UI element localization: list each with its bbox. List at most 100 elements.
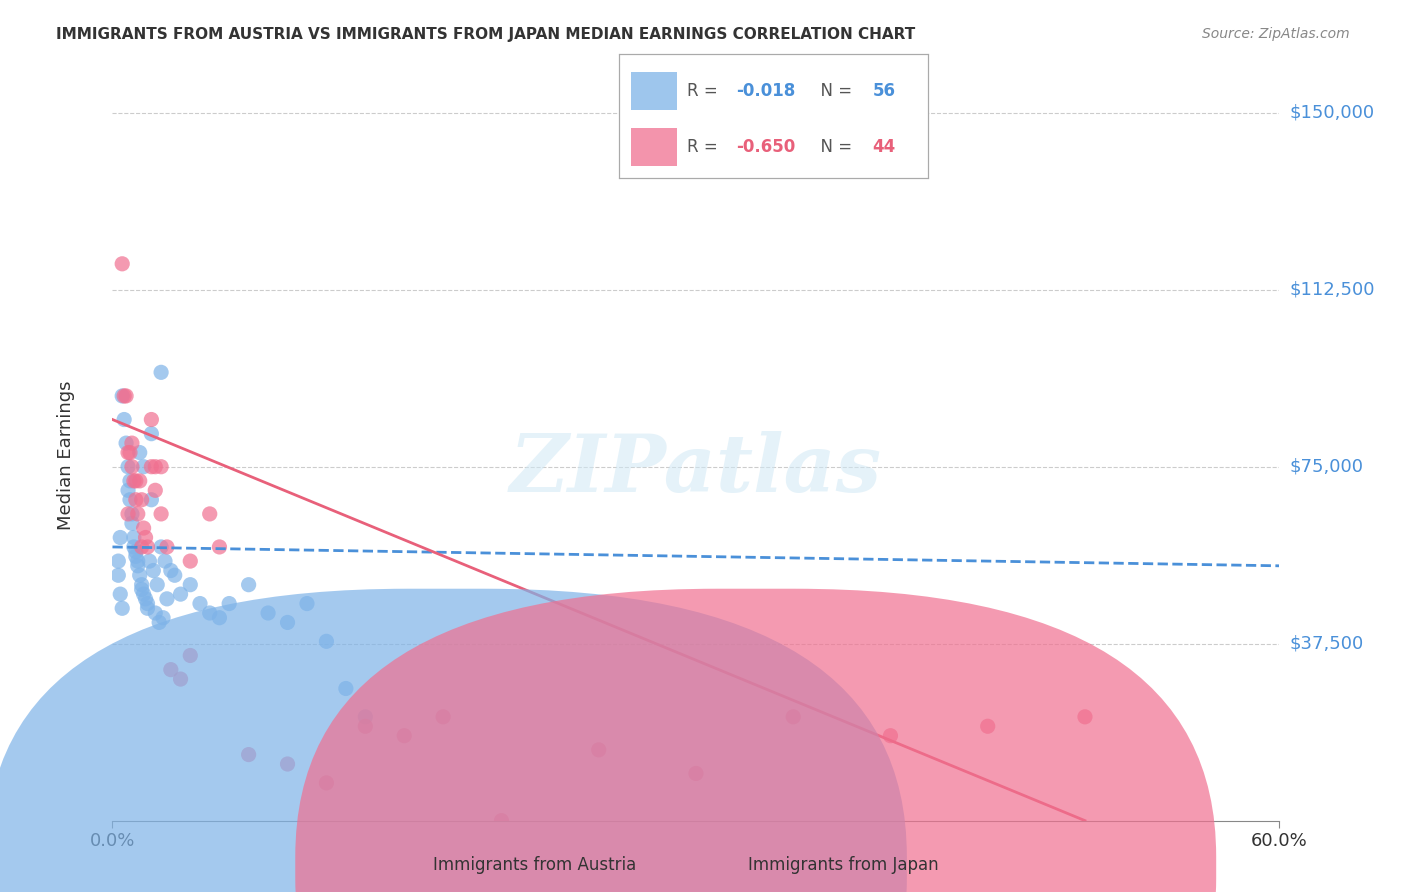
- Point: [218, 597, 240, 611]
- Point: [115, 436, 138, 450]
- Text: $75,000: $75,000: [1289, 458, 1364, 475]
- Point: [257, 606, 280, 620]
- Text: 56: 56: [872, 82, 896, 100]
- Point: [198, 507, 221, 521]
- Point: [132, 587, 155, 601]
- Point: [122, 474, 145, 488]
- Point: [188, 597, 211, 611]
- Point: [432, 710, 454, 724]
- Point: [122, 540, 145, 554]
- Point: [295, 597, 318, 611]
- Point: [169, 587, 191, 601]
- Point: [1074, 710, 1097, 724]
- Bar: [631, 72, 678, 110]
- Point: [121, 459, 143, 474]
- Point: [132, 459, 155, 474]
- Text: Median Earnings: Median Earnings: [56, 380, 75, 530]
- Point: [118, 474, 141, 488]
- Point: [132, 521, 155, 535]
- Point: [122, 531, 145, 545]
- Point: [276, 615, 298, 630]
- Point: [107, 568, 129, 582]
- Point: [150, 365, 173, 379]
- Point: [685, 766, 707, 780]
- Text: R =: R =: [686, 138, 723, 156]
- Point: [111, 601, 134, 615]
- Text: Source: ZipAtlas.com: Source: ZipAtlas.com: [1202, 27, 1350, 41]
- Point: [118, 445, 141, 459]
- Text: ZIPatlas: ZIPatlas: [510, 431, 882, 508]
- Point: [238, 747, 260, 762]
- Point: [163, 568, 186, 582]
- Point: [179, 577, 201, 591]
- Point: [131, 582, 153, 597]
- Point: [141, 426, 163, 441]
- Point: [141, 459, 163, 474]
- Text: $37,500: $37,500: [1289, 635, 1364, 653]
- Text: Immigrants from Austria: Immigrants from Austria: [433, 856, 636, 874]
- Point: [588, 743, 610, 757]
- Point: [135, 531, 157, 545]
- Point: [128, 568, 150, 582]
- Point: [160, 564, 183, 578]
- Text: 44: 44: [872, 138, 896, 156]
- Point: [392, 729, 416, 743]
- Point: [135, 591, 157, 606]
- Point: [143, 606, 166, 620]
- Point: [276, 757, 298, 772]
- Point: [143, 483, 166, 498]
- Point: [127, 507, 149, 521]
- Point: [208, 540, 231, 554]
- Point: [238, 577, 260, 591]
- Point: [117, 507, 139, 521]
- Text: $112,500: $112,500: [1289, 281, 1375, 299]
- Point: [121, 436, 143, 450]
- Point: [141, 492, 163, 507]
- Point: [156, 540, 179, 554]
- Point: [315, 634, 337, 648]
- Point: [136, 597, 159, 611]
- Point: [198, 606, 221, 620]
- Point: [179, 648, 201, 663]
- Point: [491, 814, 513, 828]
- Point: [115, 389, 138, 403]
- Point: [125, 544, 148, 558]
- Point: [179, 554, 201, 568]
- Point: [117, 445, 139, 459]
- Text: -0.650: -0.650: [737, 138, 796, 156]
- Point: [131, 577, 153, 591]
- Point: [128, 445, 150, 459]
- Point: [111, 257, 134, 271]
- Bar: [631, 128, 678, 166]
- Point: [118, 492, 141, 507]
- Point: [148, 615, 170, 630]
- Point: [146, 577, 169, 591]
- Text: IMMIGRANTS FROM AUSTRIA VS IMMIGRANTS FROM JAPAN MEDIAN EARNINGS CORRELATION CHA: IMMIGRANTS FROM AUSTRIA VS IMMIGRANTS FR…: [56, 27, 915, 42]
- Point: [354, 710, 377, 724]
- Point: [117, 459, 139, 474]
- Point: [141, 412, 163, 426]
- Point: [117, 483, 139, 498]
- Point: [111, 389, 134, 403]
- Text: R =: R =: [686, 82, 723, 100]
- Point: [110, 587, 132, 601]
- Text: N =: N =: [810, 138, 858, 156]
- Point: [127, 558, 149, 573]
- Point: [127, 554, 149, 568]
- Point: [152, 611, 174, 625]
- Point: [335, 681, 357, 696]
- Text: N =: N =: [810, 82, 858, 100]
- Point: [153, 554, 176, 568]
- Point: [150, 459, 173, 474]
- Point: [150, 507, 173, 521]
- Point: [110, 531, 132, 545]
- Point: [121, 516, 143, 531]
- Point: [125, 549, 148, 564]
- Point: [112, 412, 135, 426]
- Point: [150, 540, 173, 554]
- Point: [125, 492, 148, 507]
- Point: [131, 540, 153, 554]
- Point: [131, 492, 153, 507]
- Point: [107, 554, 129, 568]
- Text: Immigrants from Japan: Immigrants from Japan: [748, 856, 939, 874]
